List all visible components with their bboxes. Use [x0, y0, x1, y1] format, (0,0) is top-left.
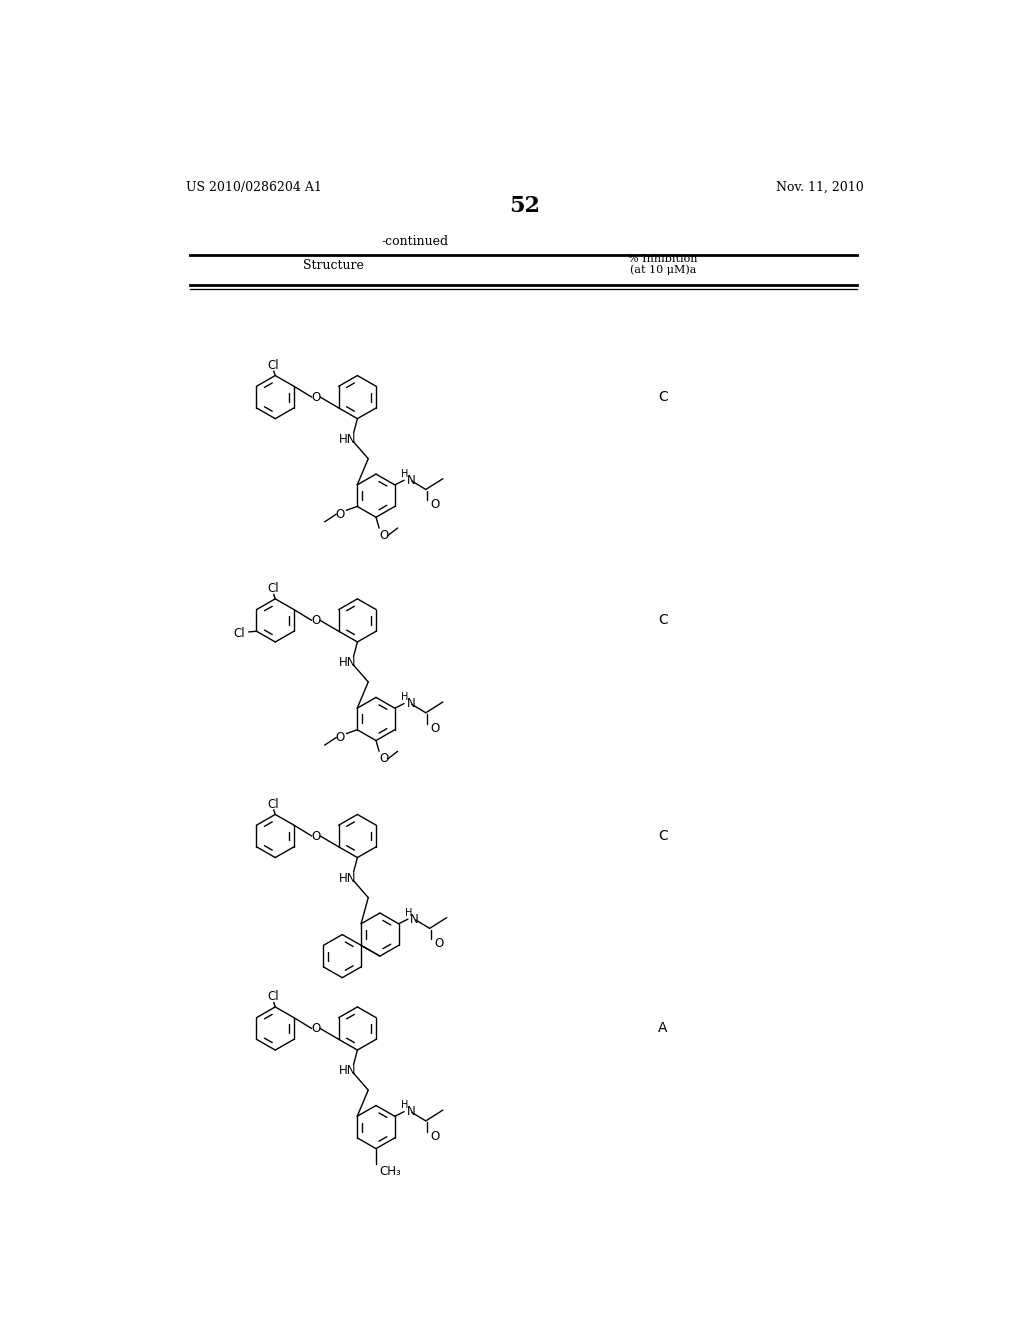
Text: C: C [657, 391, 668, 404]
Text: HN: HN [339, 871, 356, 884]
Text: O: O [311, 614, 321, 627]
Text: Cl: Cl [267, 359, 279, 372]
Text: N: N [407, 474, 415, 487]
Text: 52: 52 [509, 195, 541, 218]
Text: CH₃: CH₃ [379, 1166, 400, 1179]
Text: O: O [430, 1130, 439, 1143]
Text: N: N [411, 912, 419, 925]
Text: H: H [401, 469, 409, 479]
Text: N: N [407, 697, 415, 710]
Text: Cl: Cl [267, 990, 279, 1003]
Text: C: C [657, 614, 668, 627]
Text: O: O [430, 722, 439, 735]
Text: C: C [657, 829, 668, 843]
Text: Cl: Cl [267, 797, 279, 810]
Text: % Inhibition: % Inhibition [628, 253, 697, 264]
Text: H: H [406, 908, 413, 917]
Text: HN: HN [339, 1064, 356, 1077]
Text: -continued: -continued [381, 235, 449, 248]
Text: N: N [407, 1105, 415, 1118]
Text: Structure: Structure [303, 259, 364, 272]
Text: O: O [379, 752, 388, 766]
Text: Cl: Cl [267, 582, 279, 595]
Text: HN: HN [339, 433, 356, 446]
Text: A: A [658, 1022, 668, 1035]
Text: (at 10 μM)a: (at 10 μM)a [630, 264, 696, 275]
Text: O: O [430, 499, 439, 511]
Text: US 2010/0286204 A1: US 2010/0286204 A1 [186, 181, 322, 194]
Text: Nov. 11, 2010: Nov. 11, 2010 [776, 181, 863, 194]
Text: O: O [336, 508, 345, 520]
Text: HN: HN [339, 656, 356, 669]
Text: O: O [336, 731, 345, 744]
Text: O: O [311, 829, 321, 842]
Text: H: H [401, 1101, 409, 1110]
Text: H: H [401, 693, 409, 702]
Text: O: O [311, 391, 321, 404]
Text: O: O [311, 1022, 321, 1035]
Text: O: O [434, 937, 443, 950]
Text: Cl: Cl [233, 627, 245, 640]
Text: O: O [379, 529, 388, 543]
